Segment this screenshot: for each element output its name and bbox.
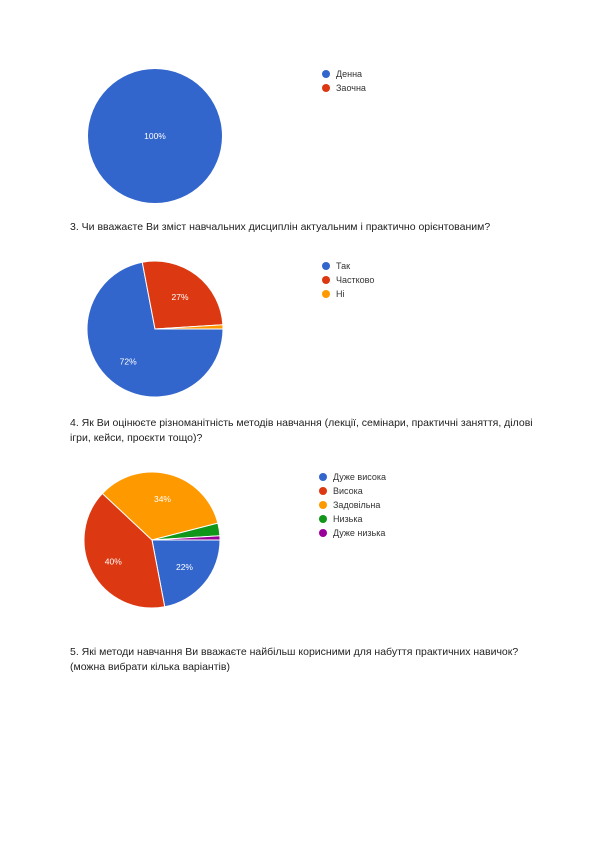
pie-2-label-2: 27%: [171, 292, 188, 302]
legend-3-item: Дуже низька: [319, 526, 386, 540]
legend-2: Так Частково Ні: [322, 259, 374, 301]
legend-3: Дуже висока Висока Задовільна Низька Дуже ни…: [319, 470, 386, 540]
legend-1-item: Денна: [322, 67, 366, 81]
legend-swatch-icon: [319, 529, 327, 537]
legend-label: Дуже низька: [333, 528, 386, 538]
pie-2-slice-1: [86, 261, 224, 398]
pie-2-label-1: 72%: [120, 356, 137, 366]
legend-swatch-icon: [322, 290, 330, 298]
legend-label: Низька: [333, 514, 363, 524]
pie-3-label-3: 34%: [154, 494, 171, 504]
pie-2-slice-2: [141, 260, 224, 330]
legend-label: Денна: [336, 69, 363, 79]
pie-1-slice-1: [88, 69, 222, 203]
legend-2-item: Частково: [322, 273, 374, 287]
legend-2-item: Ні: [322, 287, 374, 301]
legend-1-item: Заочна: [322, 81, 366, 95]
question-5: 5. Які методи навчання Ви вважаєте найбі…: [70, 646, 519, 673]
legend-label: Висока: [333, 486, 363, 496]
legend-label: Так: [336, 261, 351, 271]
legend-swatch-icon: [319, 515, 327, 523]
pie-3-slice-3: [101, 471, 219, 541]
legend-swatch-icon: [322, 70, 330, 78]
pie-2-slice-3: [154, 324, 224, 330]
legend-swatch-icon: [319, 473, 327, 481]
pie-3-slice-2: [83, 492, 166, 609]
legend-1: Денна Заочна: [322, 67, 366, 95]
legend-3-item: Низька: [319, 512, 386, 526]
legend-3-item: Дуже висока: [319, 470, 386, 484]
question-3: 3. Чи вважаєте Ви зміст навчальних дисци…: [70, 221, 491, 233]
legend-swatch-icon: [322, 84, 330, 92]
legend-label: Частково: [336, 275, 375, 285]
legend-swatch-icon: [322, 262, 330, 270]
legend-label: Заочна: [336, 83, 366, 93]
legend-label: Дуже висока: [333, 472, 386, 482]
legend-label: Ні: [336, 289, 345, 299]
pie-3-slice-1: [151, 539, 221, 608]
legend-swatch-icon: [319, 487, 327, 495]
pie-1-label-1: 100%: [144, 131, 166, 141]
legend-2-item: Так: [322, 259, 374, 273]
pie-3-slice-5: [151, 535, 221, 541]
pie-3-label-1: 22%: [176, 562, 193, 572]
question-4: 4. Як Ви оцінюєте різноманітність методі…: [70, 417, 533, 444]
legend-swatch-icon: [319, 501, 327, 509]
legend-swatch-icon: [322, 276, 330, 284]
legend-label: Задовільна: [333, 500, 381, 510]
legend-3-item: Задовільна: [319, 498, 386, 512]
pie-3-label-2: 40%: [105, 556, 122, 566]
legend-3-item: Висока: [319, 484, 386, 498]
